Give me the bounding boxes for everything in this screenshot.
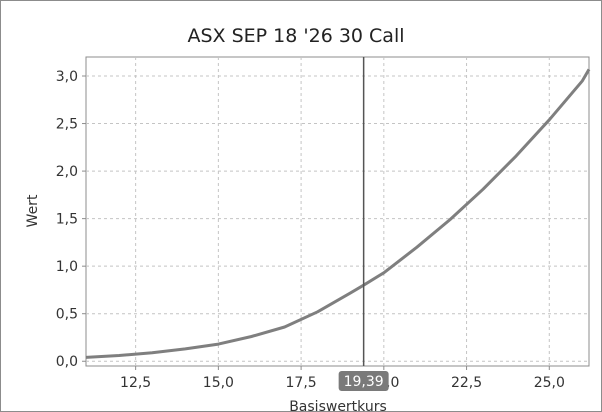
series-line — [85, 68, 591, 359]
x-tick-label: 12,5 — [120, 375, 151, 391]
y-tick-label: 0,5 — [56, 307, 78, 323]
crosshair-value-label: 19,39 — [344, 374, 384, 390]
y-tick-label: 2,0 — [56, 164, 78, 180]
series-layer — [85, 68, 591, 359]
plot-area — [85, 56, 590, 367]
x-axis-label: Basiswertkurs — [289, 399, 387, 412]
y-tick-label: 1,0 — [56, 259, 78, 275]
chart-title: ASX SEP 18 '26 30 Call — [187, 25, 404, 47]
y-tick-label: 2,5 — [56, 117, 78, 133]
y-tick-label: 1,5 — [56, 212, 78, 228]
crosshair-marker[interactable]: 19,39 — [338, 57, 389, 391]
x-tick-label: 25,0 — [534, 375, 565, 391]
y-tick-label: 3,0 — [56, 69, 78, 85]
y-axis-label: Wert — [25, 194, 41, 227]
x-tick-label: 17,5 — [286, 375, 317, 391]
x-tick-label: 22,5 — [451, 375, 482, 391]
x-tick-label: 15,0 — [203, 375, 234, 391]
crosshair-value-box[interactable] — [338, 371, 389, 391]
y-tick-label: 0,0 — [56, 354, 78, 370]
